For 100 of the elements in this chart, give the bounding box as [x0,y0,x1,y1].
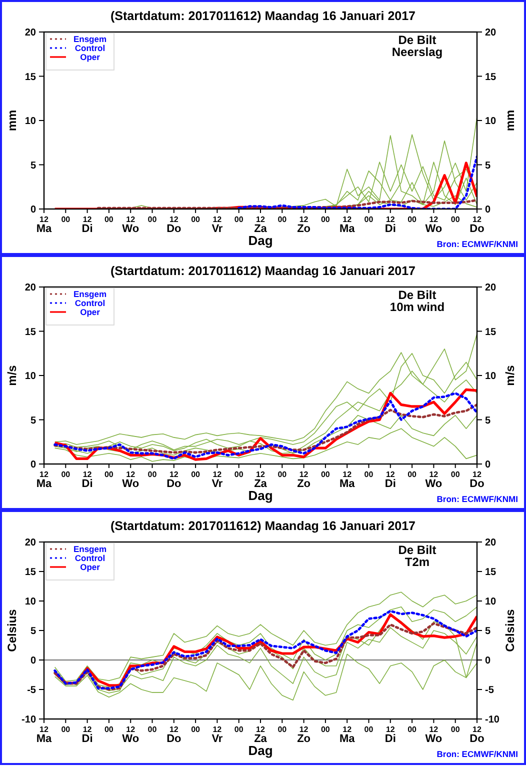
x-tick-label: 00 [234,470,244,479]
x-tick-label: 12 Do [470,470,485,490]
x-axis-title: Dag [248,233,273,248]
x-tick-label: 00 [61,215,71,224]
x-tick-label: 12 Do [166,725,182,745]
x-tick-label: 00 [61,725,71,734]
x-tick-label: 12 Za [254,725,268,745]
y-tick-label: 20 [24,28,36,38]
annotation: T2m [404,555,430,569]
y2-tick-label: 20 [485,28,497,38]
legend-label: Control [74,43,106,53]
x-tick-label: 00 [450,725,460,734]
x-tick-label: 00 [408,215,418,224]
x-tick-label: 00 [234,725,244,734]
annotation: De Bilt [398,288,436,302]
text: Bron: ECMWF/KNMI [436,239,518,249]
x-tick-label: 00 [278,725,288,734]
x-tick-label: 00 [61,470,71,479]
x-tick-label: 00 [320,215,330,224]
y-axis-title: Celsius [5,608,19,652]
x-tick-label: 12 Vr [212,725,224,745]
y-tick-label: -10 [22,714,36,726]
x-tick-label: 00 [191,215,201,224]
y2-tick-label: 5 [485,626,491,637]
y2-axis-title: mm [503,110,517,132]
x-tick-label: 00 [104,725,114,734]
y-tick-label: 0 [30,656,36,666]
x-axis-title: Dag [248,743,273,758]
annotation: De Bilt [398,543,436,557]
x-tick-label: 12 Di [82,725,93,745]
x-tick-label: 12 Zo [297,470,311,490]
chart-title: (Startdatum: 2017011612) Maandag 16 Januari 2017 [110,519,416,533]
y-tick-label: 5 [30,415,36,426]
legend-label: Ensgem [73,544,107,554]
x-tick-label: 00 [364,215,374,224]
x-tick-label: 12 Za [254,215,268,235]
legend-label: Control [74,298,106,308]
x-tick-label: 12 Vr [212,215,224,235]
x-tick-label: 00 [148,725,158,734]
x-tick-label: 12 Vr [212,470,224,490]
x-tick-label: 00 [408,470,418,479]
y2-tick-label: -5 [485,685,494,696]
y2-tick-label: 15 [485,326,497,338]
y2-tick-label: 10 [485,596,497,608]
y2-tick-label: 10 [485,371,497,382]
x-tick-label: 12 Wo [425,470,442,490]
x-tick-label: 00 [148,470,158,479]
y-tick-label: 5 [30,626,36,637]
x-tick-label: 00 [191,725,201,734]
y-tick-label: 10 [24,116,36,127]
x-tick-label: 00 [450,470,460,479]
y2-tick-label: 20 [485,538,497,548]
annotation: 10m wind [390,300,445,314]
legend-label: Oper [80,307,101,317]
x-tick-label: 12 Za [254,470,268,490]
y2-tick-label: 5 [485,160,491,172]
y2-axis-title: Celsius [503,608,517,652]
x-tick-label: 12 Do [166,215,182,235]
y2-tick-label: 15 [485,567,497,578]
y-tick-label: 0 [30,204,36,216]
x-tick-label: 12 Zo [297,215,311,235]
x-axis-title: Dag [248,488,273,503]
y2-tick-label: -10 [485,714,500,726]
annotation: Neerslag [392,45,443,59]
x-tick-label: 12 Ma [36,215,53,235]
x-tick-label: 00 [364,725,374,734]
x-tick-label: 00 [450,215,460,224]
x-tick-label: 00 [191,470,201,479]
annotation: De Bilt [398,33,436,47]
x-tick-label: 12 Zo [297,725,311,745]
legend-label: Ensgem [73,289,107,299]
y-tick-label: 20 [24,538,36,548]
y2-tick-label: 20 [485,282,497,294]
y-axis-title: mm [5,110,19,132]
x-tick-label: 00 [104,470,114,479]
y-tick-label: 10 [24,596,36,608]
x-tick-label: 12 Wo [425,215,442,235]
y-tick-label: 0 [30,460,36,470]
x-tick-label: 12 Ma [36,725,53,745]
x-tick-label: 12 Wo [122,215,140,235]
x-tick-label: 00 [148,215,158,224]
x-tick-label: 00 [278,470,288,479]
legend-label: Control [74,553,106,563]
x-tick-label: 00 [104,215,114,224]
y2-axis-title: m/s [503,364,517,386]
x-tick-label: 12 Do [470,215,485,235]
x-tick-label: 00 [320,725,330,734]
x-tick-label: 12 Wo [425,725,442,745]
x-tick-label: 12 Ma [36,470,53,490]
y2-tick-label: 0 [485,460,491,470]
x-tick-label: 12 Di [384,215,396,235]
x-tick-label: 00 [234,215,244,224]
y2-tick-label: 5 [485,415,491,426]
x-tick-label: 00 [364,470,374,479]
x-tick-label: 12 Di [82,470,93,490]
x-tick-label: 12 Wo [122,725,140,745]
y2-tick-label: 15 [485,72,497,83]
y-tick-label: 15 [24,326,36,338]
y-tick-label: 5 [30,160,36,172]
x-tick-label: 12 Ma [339,470,356,490]
